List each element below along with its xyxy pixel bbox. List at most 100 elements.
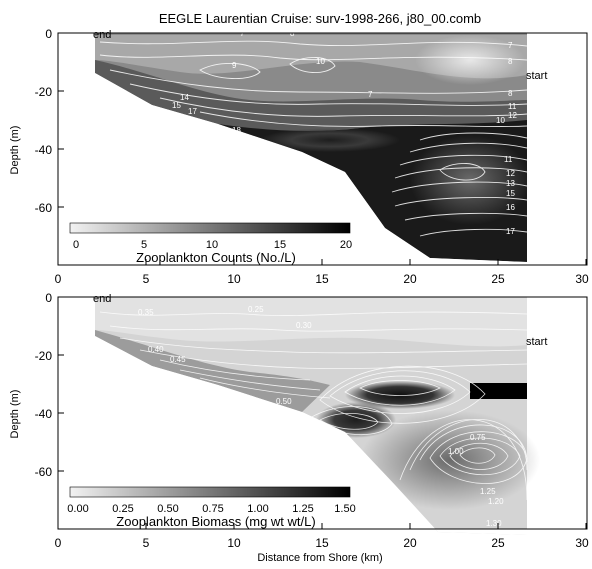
biomass-dark-core-a: [345, 381, 455, 409]
contour-label: 15: [506, 189, 515, 198]
figure-title: EEGLE Laurentian Cruise: surv-1998-266, …: [159, 11, 481, 26]
contour-label: 11: [508, 102, 517, 111]
x-axis-label: Distance from Shore (km): [257, 552, 382, 564]
x-tick-label: 25: [491, 536, 505, 550]
near-shore-band: [95, 60, 527, 132]
colorbar-frame: [69, 486, 351, 498]
contour-label: 12: [508, 111, 517, 120]
y-tick-label: -20: [35, 85, 53, 99]
contour-labels-counts: 7 8 10 9 7 8 7 11 12 15 14 17 18 8 10 11…: [172, 29, 517, 236]
contour-label: 15: [172, 101, 181, 110]
x-tick-label: 5: [143, 272, 150, 286]
colorbar-tick-label: 0: [73, 239, 79, 251]
contour-label: 12: [506, 169, 515, 178]
y-tick-label: -20: [35, 349, 53, 363]
contour-label: 0.50: [276, 397, 292, 406]
contour-label: 0.40: [148, 345, 164, 354]
panel-biomass: 0.35 0.25 0.30 0.40 0.45 0.50 0.75 1.00 …: [9, 291, 589, 550]
y-tick-label: -60: [35, 465, 53, 479]
colorbar-title: Zooplankton Biomass (mg wt wt/L): [116, 514, 315, 529]
lake-bottom-mask: [58, 33, 527, 265]
count-dark-patch: [260, 128, 400, 152]
biomass-dark-core-b: [470, 383, 527, 399]
x-tick-label: 15: [315, 536, 329, 550]
colorbar-tick-label: 1.25: [292, 503, 313, 515]
y-axis-label: Depth (m): [9, 126, 21, 175]
y-axis-counts: 0 -20 -40 -60 Depth (m): [9, 27, 64, 266]
contour-label: 9: [232, 61, 237, 70]
colorbar-tick-label: 10: [206, 239, 218, 251]
x-tick-label: 20: [403, 536, 417, 550]
contour-label: 13: [506, 179, 515, 188]
contour-lines-biomass: [99, 311, 528, 501]
colorbar-tick-label: 1.50: [334, 503, 355, 515]
x-tick-label: 5: [143, 536, 150, 550]
x-tick-label: 30: [575, 272, 589, 286]
colorbar-tick-label: 15: [274, 239, 286, 251]
y-tick-label: -40: [35, 407, 53, 421]
contour-label: 0.25: [248, 305, 264, 314]
contour-label: 7: [508, 41, 513, 50]
panel-counts-field: 7 8 10 9 7 8 7 11 12 15 14 17 18 8 10 11…: [58, 29, 530, 265]
contour-label: 1.25: [480, 487, 496, 496]
contour-label: 1.30: [486, 519, 502, 528]
y-axis-biomass: 0 -20 -40 -60 Depth (m): [9, 291, 64, 530]
contour-label: 10: [316, 57, 325, 66]
colorbar-counts: 0 5 10 15 20 Zooplankton Counts (No./L): [69, 222, 352, 265]
panel-counts: 7 8 10 9 7 8 7 11 12 15 14 17 18 8 10 11…: [9, 27, 589, 286]
contour-label: 8: [508, 89, 513, 98]
colorbar-biomass: 0.00 0.25 0.50 0.75 1.00 1.25 1.50 Zoopl…: [67, 486, 356, 529]
surface-pale-band: [95, 297, 527, 347]
contour-lines-counts: [99, 40, 528, 237]
y-tick-label: -60: [35, 201, 53, 215]
x-tick-label: 30: [575, 536, 589, 550]
colorbar-tick-label: 0.00: [67, 503, 88, 515]
contour-label: 1.00: [448, 447, 464, 456]
contour-label: 17: [188, 107, 197, 116]
y-tick-label: 0: [45, 27, 52, 41]
y-tick-label: 0: [45, 291, 52, 305]
contour-label: 0.75: [470, 433, 486, 442]
annotation-end: end: [93, 29, 111, 41]
contour-label: 1.20: [488, 497, 504, 506]
x-tick-label: 25: [491, 272, 505, 286]
colorbar-ramp: [70, 487, 350, 497]
contour-label: 16: [506, 203, 515, 212]
x-tick-label: 0: [55, 536, 62, 550]
contour-label: 11: [504, 155, 513, 164]
contour-label: 0.45: [170, 355, 186, 364]
y-axis-label: Depth (m): [9, 390, 21, 439]
colorbar-frame: [69, 222, 351, 234]
contour-label: 7: [368, 90, 373, 99]
y-tick-label: -40: [35, 143, 53, 157]
colorbar-tick-label: 0.25: [112, 503, 133, 515]
colorbar-ramp: [70, 223, 350, 233]
colorbar-title: Zooplankton Counts (No./L): [136, 250, 296, 265]
count-light-patch: [415, 35, 525, 85]
lake-bottom-mask: [58, 297, 527, 535]
contour-labels-biomass: 0.35 0.25 0.30 0.40 0.45 0.50 0.75 1.00 …: [138, 305, 504, 528]
annotation-start: start: [526, 336, 547, 348]
x-tick-label: 10: [227, 536, 241, 550]
x-tick-label: 0: [55, 272, 62, 286]
annotation-end: end: [93, 293, 111, 305]
contour-label: 17: [506, 227, 515, 236]
contour-label: 8: [508, 57, 513, 66]
x-axis-counts: 0 5 10 15 20 25 30: [55, 259, 589, 286]
x-axis-biomass: 0 5 10 15 20 25 30: [55, 523, 589, 550]
colorbar-tick-label: 1.00: [247, 503, 268, 515]
biomass-gray-zone: [360, 410, 540, 510]
x-tick-label: 10: [227, 272, 241, 286]
colorbar-tick-label: 0.75: [202, 503, 223, 515]
colorbar-tick-label: 5: [141, 239, 147, 251]
colorbar-tick-label: 0.50: [157, 503, 178, 515]
annotation-start: start: [526, 70, 547, 82]
contour-label: 10: [496, 116, 505, 125]
x-tick-label: 20: [403, 272, 417, 286]
contour-label: 0.35: [138, 308, 154, 317]
x-tick-label: 15: [315, 272, 329, 286]
contour-label: 14: [180, 93, 189, 102]
colorbar-tick-label: 20: [340, 239, 352, 251]
contour-label: 0.30: [296, 321, 312, 330]
